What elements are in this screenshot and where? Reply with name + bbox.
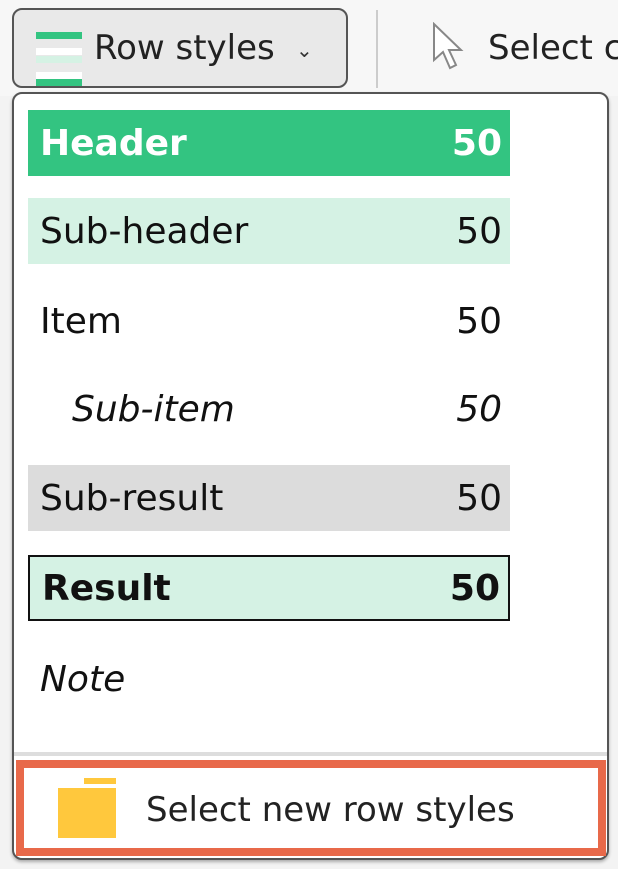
row-styles-label: Row styles [94,28,275,68]
menu-item-value: 50 [456,300,502,342]
select-new-row-styles-label: Select new row styles [146,790,515,830]
menu-item-sub-header[interactable]: Sub-header 50 [28,198,510,264]
chevron-down-icon: ⌄ [296,38,313,62]
menu-item-label: Header [40,122,187,164]
row-styles-dropdown: Header 50 Sub-header 50 Item 50 Sub-item 50 … [12,92,609,860]
select-button[interactable]: Select c [488,28,618,68]
row-styles-icon [36,32,82,86]
menu-divider [14,752,607,756]
menu-item-label: Note [40,658,126,700]
menu-item-value: 50 [456,388,502,430]
menu-item-note[interactable]: Note [28,646,510,712]
row-styles-button[interactable]: Row styles ⌄ [12,8,348,88]
toolbar: Row styles ⌄ Select c [0,0,618,96]
menu-item-value: 50 [449,567,500,609]
menu-item-header[interactable]: Header 50 [28,110,510,176]
menu-item-label: Sub-result [40,477,224,519]
folder-icon [58,778,116,838]
menu-item-result[interactable]: Result 50 [28,555,510,621]
select-new-row-styles-button[interactable]: Select new row styles [16,760,606,856]
toolbar-separator [376,10,378,88]
menu-item-label: Result [42,567,171,609]
menu-item-label: Item [40,300,122,342]
menu-item-value: 50 [456,210,502,252]
menu-item-sub-result[interactable]: Sub-result 50 [28,465,510,531]
menu-item-label: Sub-header [40,210,249,252]
menu-item-sub-item[interactable]: Sub-item 50 [28,376,510,442]
cursor-icon [433,22,464,70]
menu-item-value: 50 [451,122,502,164]
menu-item-item[interactable]: Item 50 [28,288,510,354]
menu-item-value: 50 [456,477,502,519]
menu-item-label: Sub-item [72,388,235,430]
